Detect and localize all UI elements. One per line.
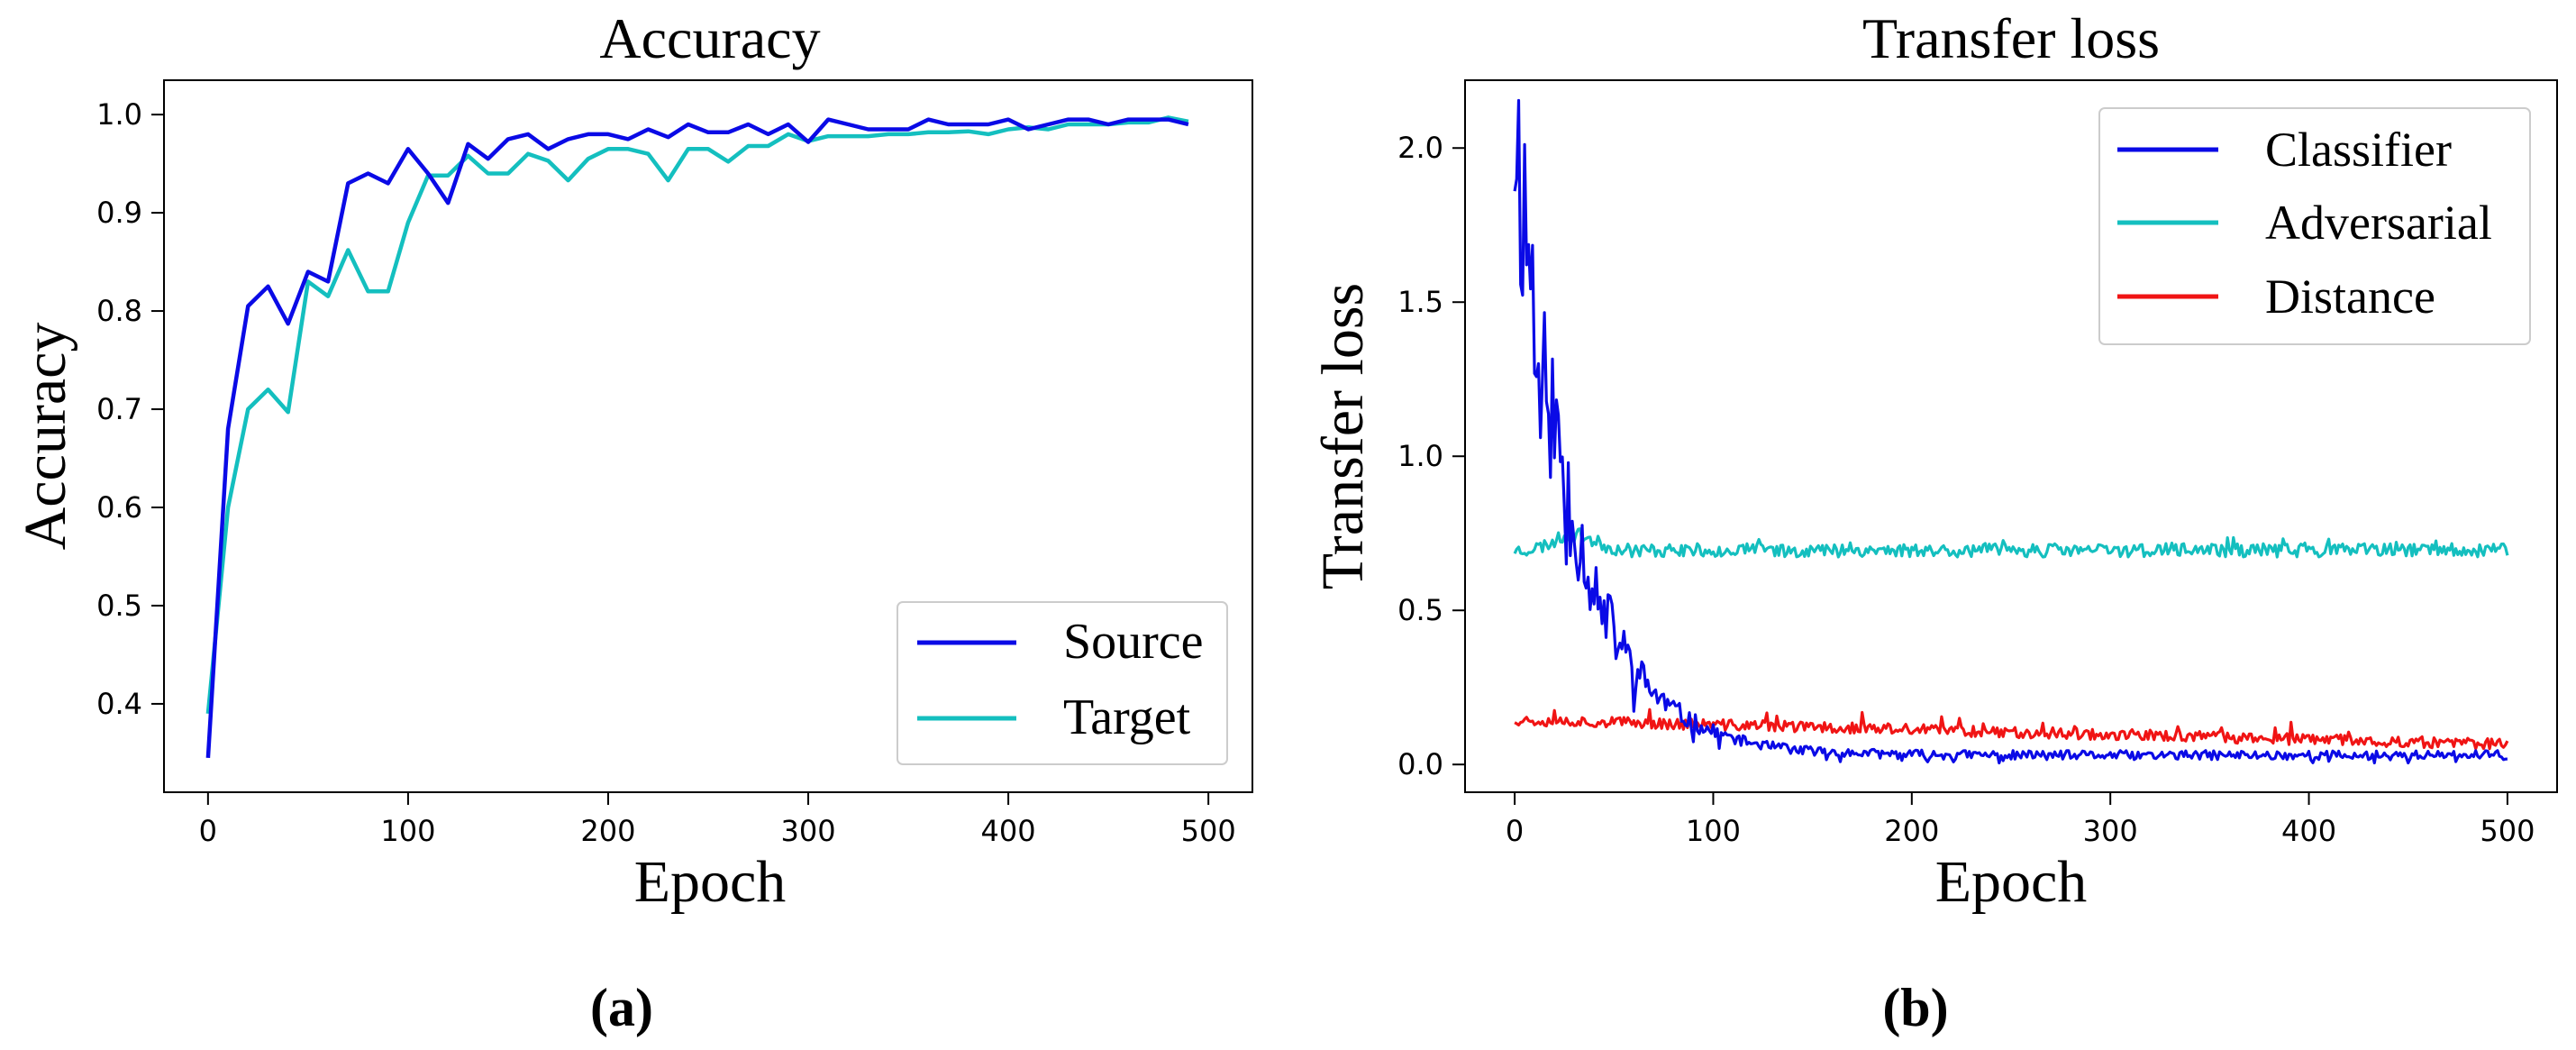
x-tick-label: 100 bbox=[1686, 814, 1741, 848]
x-tick-label: 300 bbox=[2083, 814, 2138, 848]
x-tick-label: 0 bbox=[1506, 814, 1524, 848]
transfer-loss-chart: Transfer loss 0 100 200 300 400 500 0.0 0.5 1.0… bbox=[1310, 6, 2558, 1037]
legend-label-adversarial: Adversarial bbox=[2265, 196, 2492, 250]
y-tick-label: 0.9 bbox=[96, 196, 142, 230]
y-axis-label: Transfer loss bbox=[1310, 283, 1376, 589]
x-tick-label: 300 bbox=[780, 814, 835, 848]
series-lines bbox=[1513, 98, 2509, 765]
legend: Source Target bbox=[897, 601, 1228, 765]
x-axis: 0 100 200 300 400 500 bbox=[199, 792, 1236, 848]
x-axis-label: Epoch bbox=[1935, 849, 2088, 915]
series-line-adversarial bbox=[1513, 527, 2509, 559]
x-tick-label: 200 bbox=[580, 814, 635, 848]
series-lines bbox=[205, 115, 1189, 759]
series-line-distance bbox=[1514, 708, 2509, 751]
x-tick-label: 100 bbox=[380, 814, 435, 848]
y-axis: 0.0 0.5 1.0 1.5 2.0 bbox=[1397, 131, 1465, 781]
accuracy-chart: Accuracy 0 100 200 300 400 500 0.40.50.60.70.… bbox=[13, 6, 1253, 1037]
chart-title: Transfer loss bbox=[1862, 6, 2160, 70]
legend: Classifier Adversarial Distance bbox=[2098, 107, 2531, 345]
y-tick-label: 0.5 bbox=[1397, 593, 1443, 627]
legend-label-distance: Distance bbox=[2265, 269, 2435, 324]
x-tick-label: 200 bbox=[1884, 814, 1939, 848]
chart-title: Accuracy bbox=[599, 6, 820, 70]
x-axis-label: Epoch bbox=[634, 849, 787, 915]
panel-label-a: (a) bbox=[590, 978, 653, 1037]
y-tick-label: 0.7 bbox=[96, 392, 142, 426]
x-tick-label: 400 bbox=[2281, 814, 2336, 848]
plot-area-frame bbox=[163, 79, 1253, 793]
series-line-classifier bbox=[1513, 98, 2508, 765]
y-tick-label: 1.0 bbox=[1397, 439, 1443, 473]
plot-area-frame bbox=[1464, 79, 2558, 793]
x-tick-label: 500 bbox=[2480, 814, 2535, 848]
y-tick-label: 0.6 bbox=[96, 490, 142, 525]
x-tick-label: 500 bbox=[1181, 814, 1236, 848]
y-axis-label: Accuracy bbox=[13, 323, 78, 551]
legend-label-source: Source bbox=[1063, 614, 1204, 670]
legend-label-classifier: Classifier bbox=[2265, 123, 2452, 177]
y-tick-label: 1.5 bbox=[1397, 285, 1443, 319]
x-tick-label: 400 bbox=[981, 814, 1036, 848]
y-tick-label: 0.0 bbox=[1397, 747, 1443, 781]
y-tick-label: 1.0 bbox=[96, 97, 142, 132]
legend-box bbox=[2098, 107, 2531, 345]
y-tick-label: 2.0 bbox=[1397, 131, 1443, 165]
x-axis: 0 100 200 300 400 500 bbox=[1506, 792, 2535, 848]
y-tick-label: 0.8 bbox=[96, 294, 142, 328]
x-tick-label: 0 bbox=[199, 814, 217, 848]
panel-label-b: (b) bbox=[1882, 978, 1948, 1037]
legend-label-target: Target bbox=[1063, 689, 1191, 745]
y-tick-label: 0.4 bbox=[96, 687, 142, 721]
y-tick-label: 0.5 bbox=[96, 589, 142, 623]
y-axis: 0.4 0.5 0.6 0.7 0.8 0.9 1.0 bbox=[96, 97, 164, 721]
series-line-source bbox=[205, 117, 1189, 759]
